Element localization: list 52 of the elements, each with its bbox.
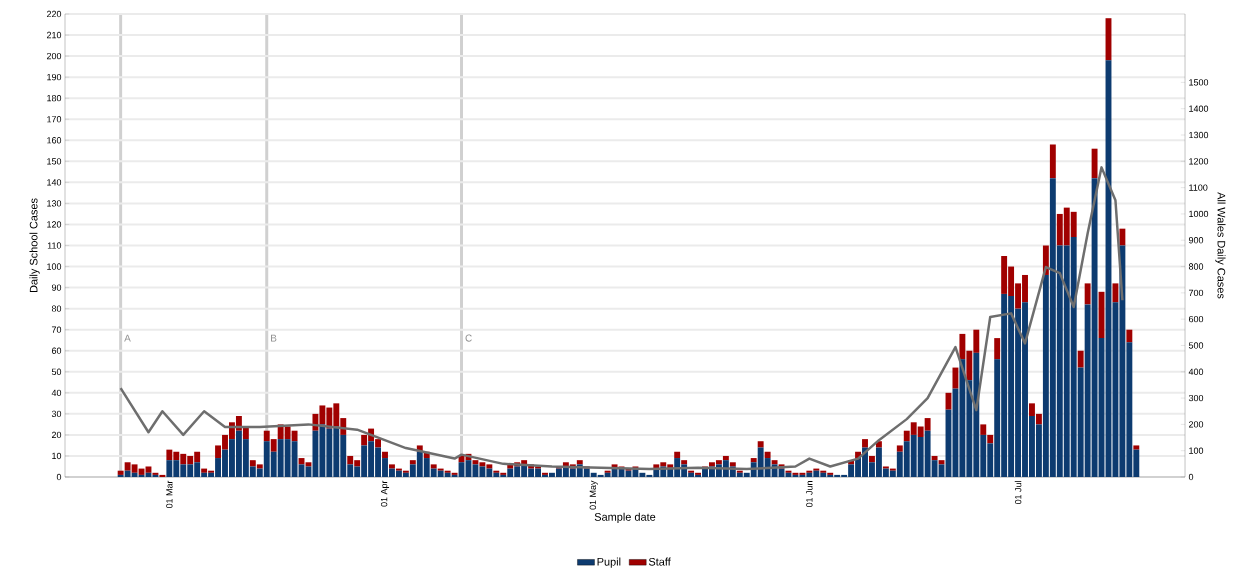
y2-tick-label: 1500 [1189,79,1209,86]
y-tick-label: 190 [47,73,62,81]
y-tick-label: 130 [47,200,62,207]
y2-tick-label: 1000 [1189,210,1209,218]
y-tick-label: 10 [52,452,62,460]
y-tick-label: 20 [51,431,62,439]
y-tick-label: 150 [47,158,62,165]
legend-label: Pupil [597,557,621,568]
y2-axis-title: All Wales Daily Cases [1215,192,1226,299]
y2-tick-label: 800 [1188,263,1204,270]
x-tick-label: 01 May [589,480,598,510]
y2-tick-label: 600 [1188,315,1204,323]
y2-tick-label: 1400 [1189,105,1209,112]
y-tick-label: 220 [46,10,62,18]
y-tick-label: 90 [51,284,62,291]
ref-line-label: C [465,334,472,342]
x-axis-title: Sample date [594,512,656,523]
y-tick-label: 140 [47,179,62,186]
y-axis-title: Daily School Cases [29,198,40,293]
y-tick-label: 170 [47,116,62,123]
y2-tick-label: 900 [1188,237,1204,244]
y-tick-label: 210 [46,31,62,39]
y2-tick-label: 1300 [1189,131,1209,139]
y-tick-label: 60 [51,347,62,354]
y-tick-label: 50 [51,368,62,375]
y-tick-label: 100 [47,263,62,270]
y2-tick-label: 200 [1188,421,1204,428]
x-tick-label: 01 Jun [806,481,813,508]
y2-tick-label: 400 [1188,368,1204,375]
y2-tick-label: 500 [1188,342,1204,349]
y2-tick-label: 100 [1189,447,1204,454]
ref-line-label: B [271,334,277,342]
y-tick-label: 70 [51,326,62,333]
y-tick-label: 30 [51,410,62,418]
y-tick-label: 110 [47,242,62,249]
y-tick-label: 180 [47,95,62,102]
x-tick-label: 01 Mar [166,480,173,509]
y-tick-label: 200 [46,52,62,60]
y2-tick-label: 0 [1188,473,1194,481]
x-tick-label: 01 Jul [1014,481,1022,505]
ref-line-label: A [124,334,131,342]
y-tick-label: 0 [56,473,62,481]
y2-tick-label: 700 [1188,289,1204,297]
y2-tick-label: 1100 [1189,184,1208,191]
legend-label: Staff [648,557,671,566]
y-tick-label: 160 [47,137,62,144]
y2-tick-label: 300 [1188,394,1204,402]
y-tick-label: 40 [51,389,62,396]
y2-tick-label: 1200 [1189,158,1209,165]
y-tick-label: 120 [47,221,62,228]
x-tick-label: 01 Apr [380,480,390,507]
y-tick-label: 80 [51,305,62,312]
